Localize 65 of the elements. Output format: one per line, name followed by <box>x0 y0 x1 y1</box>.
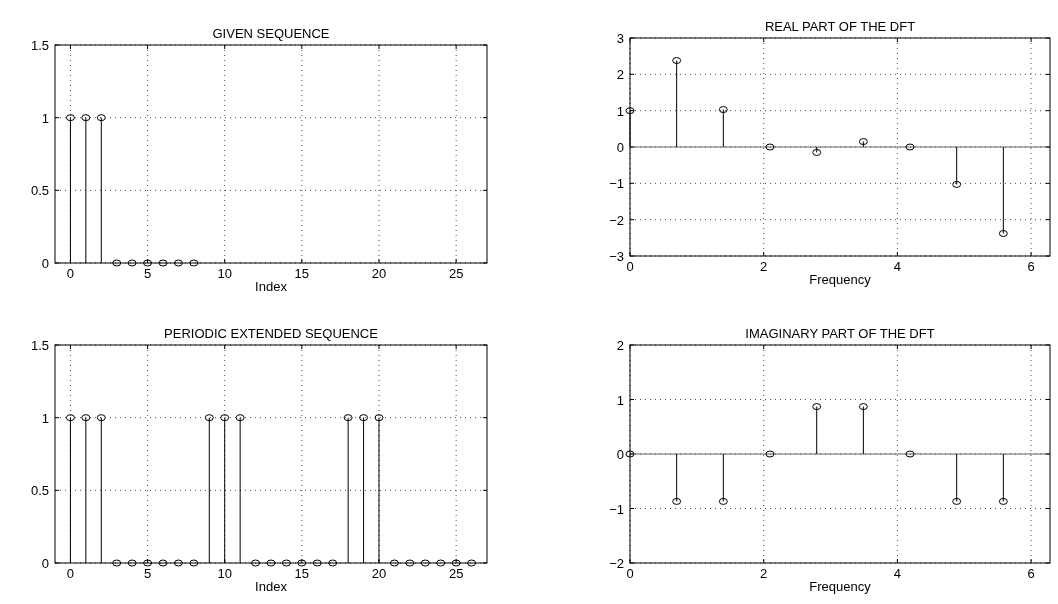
y-tick-label: −1 <box>609 176 624 192</box>
x-axis-title: Frequency <box>809 272 872 287</box>
y-tick-label: −2 <box>609 212 624 228</box>
x-tick-label: 10 <box>217 566 232 581</box>
point <box>625 450 635 458</box>
x-axis-title: Index <box>255 279 288 294</box>
point <box>718 106 728 114</box>
point <box>765 450 775 458</box>
y-tick-label: 1 <box>616 392 624 408</box>
point <box>998 497 1008 505</box>
x-tick-label: 20 <box>371 566 387 581</box>
point <box>718 497 728 505</box>
chart-title: REAL PART OF THE DFT <box>764 19 916 34</box>
y-tick-label: 0 <box>616 447 624 462</box>
x-tick-label: 25 <box>448 266 464 281</box>
chart-title: PERIODIC EXTENDED SEQUENCE <box>164 326 379 341</box>
x-tick-label: 25 <box>448 566 464 581</box>
point <box>905 450 915 458</box>
point <box>672 57 682 65</box>
y-tick-label: 1.5 <box>30 38 49 53</box>
point <box>672 497 682 505</box>
y-tick-label: 1 <box>41 110 49 126</box>
point <box>998 229 1008 237</box>
y-tick-label: 2 <box>616 338 624 353</box>
y-tick-label: −3 <box>609 249 624 264</box>
x-tick-label: 0 <box>66 566 75 581</box>
x-tick-label: 0 <box>66 266 75 281</box>
y-tick-label: 1.5 <box>30 338 49 353</box>
point <box>952 497 962 505</box>
point <box>812 403 822 411</box>
x-tick-label: 5 <box>143 566 152 581</box>
x-axis-title: Index <box>255 579 288 594</box>
x-tick-label: 6 <box>1027 566 1035 581</box>
x-tick-label: 0 <box>626 566 634 581</box>
x-axis-title: Frequency <box>809 579 872 594</box>
y-tick-label: −1 <box>609 501 624 517</box>
y-tick-label: 0 <box>616 140 624 155</box>
y-tick-label: 0 <box>41 556 49 571</box>
x-tick-label: 20 <box>371 266 387 281</box>
x-tick-label: 2 <box>760 259 768 274</box>
point <box>765 143 775 151</box>
x-tick-label: 0 <box>626 259 634 274</box>
point <box>858 403 868 411</box>
x-tick-label: 2 <box>760 566 768 581</box>
y-tick-label: 0.5 <box>30 183 49 199</box>
y-tick-label: 1 <box>616 103 624 119</box>
point <box>952 180 962 188</box>
y-tick-label: 3 <box>616 31 624 46</box>
point <box>858 138 868 146</box>
y-tick-label: 1 <box>41 410 49 426</box>
point <box>905 143 915 151</box>
x-tick-label: 4 <box>893 566 902 581</box>
point <box>625 107 635 115</box>
x-tick-label: 15 <box>294 266 310 281</box>
point <box>812 148 822 156</box>
y-tick-label: 0.5 <box>30 483 49 499</box>
x-tick-label: 15 <box>294 566 310 581</box>
chart-title: IMAGINARY PART OF THE DFT <box>745 326 935 341</box>
x-tick-label: 5 <box>143 266 152 281</box>
y-tick-label: 2 <box>616 67 624 83</box>
chart-title: GIVEN SEQUENCE <box>212 26 330 41</box>
x-tick-label: 6 <box>1027 259 1035 274</box>
y-tick-label: −2 <box>609 556 624 571</box>
x-tick-label: 10 <box>217 266 232 281</box>
x-tick-label: 4 <box>893 259 902 274</box>
